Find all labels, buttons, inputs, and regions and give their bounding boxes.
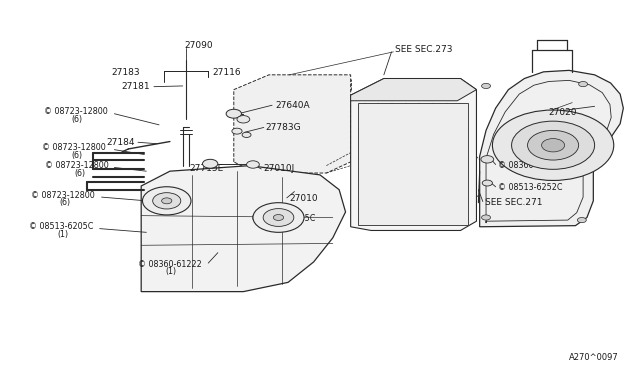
Text: © 08513-6252C: © 08513-6252C [497,183,562,192]
Text: 27090: 27090 [184,41,213,51]
Text: 27184: 27184 [106,138,135,147]
Circle shape [481,83,490,89]
Circle shape [579,81,588,87]
Circle shape [162,198,172,204]
Text: SEE SEC.273: SEE SEC.273 [396,45,453,54]
Circle shape [242,132,251,137]
Bar [358,103,468,225]
Text: © 08513-6205C: © 08513-6205C [29,222,94,231]
Circle shape [492,110,614,180]
Text: © 08513-6205C: © 08513-6205C [251,214,316,223]
Text: 27640A: 27640A [275,101,310,110]
Text: © 08723-12800: © 08723-12800 [45,161,109,170]
Text: 27715E: 27715E [189,164,223,173]
Text: SEE SEC.271: SEE SEC.271 [484,198,542,207]
Circle shape [577,218,586,223]
Text: © 08723-12800: © 08723-12800 [42,143,106,152]
Polygon shape [234,75,351,173]
Circle shape [273,215,284,221]
Circle shape [226,109,241,118]
Polygon shape [141,166,346,292]
Circle shape [482,180,492,186]
Circle shape [246,161,259,168]
Text: 27010J: 27010J [264,164,295,173]
Text: (6): (6) [74,169,85,177]
Text: (6): (6) [71,151,82,160]
Circle shape [237,116,250,123]
Text: © 08360-61222: © 08360-61222 [138,260,202,269]
Circle shape [263,209,294,227]
Polygon shape [479,70,623,227]
Circle shape [541,138,564,152]
Text: (1): (1) [166,267,177,276]
Circle shape [511,121,595,169]
Circle shape [253,203,304,232]
Text: 27783G: 27783G [266,123,301,132]
Text: 27116: 27116 [212,68,241,77]
Text: (1): (1) [279,221,291,231]
Polygon shape [351,78,476,101]
Circle shape [202,159,218,168]
Text: © 08723-12800: © 08723-12800 [44,108,108,116]
Text: (6): (6) [60,198,70,207]
Text: (1): (1) [57,230,68,239]
Text: 27181: 27181 [122,82,150,91]
Text: (6): (6) [71,115,82,124]
Text: © 08360-61626: © 08360-61626 [497,161,561,170]
Text: 27020: 27020 [548,108,577,117]
Circle shape [232,128,242,134]
Circle shape [481,155,493,163]
Text: © 08723-12800: © 08723-12800 [31,191,95,200]
Polygon shape [351,78,476,231]
Circle shape [527,131,579,160]
Circle shape [481,215,490,220]
Text: 27010: 27010 [289,195,318,203]
Text: A270^0097: A270^0097 [569,353,619,362]
Circle shape [153,193,180,209]
Circle shape [143,187,191,215]
Text: 27183: 27183 [111,68,140,77]
